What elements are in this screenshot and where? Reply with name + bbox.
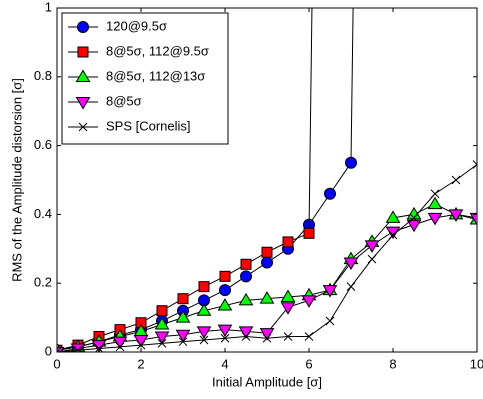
x-axis-label: Initial Amplitude [σ] [212,374,322,389]
marker [115,342,125,352]
x-tick-label: 2 [137,356,144,371]
legend-label: 120@9.5σ [106,18,167,33]
plot-content [57,8,477,352]
x-tick-label: 10 [470,356,483,371]
legend-marker [75,97,91,110]
marker [175,310,191,323]
marker [238,292,254,306]
legend-marker [77,21,89,33]
marker [325,316,335,326]
marker [133,334,149,348]
marker [259,291,275,304]
marker [219,270,231,282]
legend-label: 8@5σ [106,93,142,108]
legend-label: 8@5σ, 112@13σ [106,68,205,83]
marker [217,324,233,338]
marker [94,344,104,352]
marker [451,175,461,185]
marker [427,212,443,226]
marker [261,246,273,258]
marker [154,331,170,345]
marker [430,189,440,199]
marker [322,285,338,298]
x-tick-label: 0 [53,356,60,371]
x-tick-label: 6 [305,356,312,371]
y-tick-label: 0 [45,343,52,358]
marker [240,258,252,270]
marker [241,332,251,341]
marker [304,332,314,341]
legend-label: SPS [Cornelis] [106,118,191,133]
marker [303,227,315,239]
marker [157,339,167,348]
marker [409,213,419,223]
y-tick-label: 0.6 [34,137,52,152]
legend-marker [77,46,89,58]
y-tick-label: 0.8 [34,68,52,83]
legend-label: 8@5σ, 112@9.5σ [106,43,209,58]
marker [472,160,477,169]
marker [301,295,317,308]
marker [282,236,294,248]
marker [469,212,477,226]
marker [240,270,252,283]
marker [73,345,83,352]
marker [261,256,273,269]
marker [175,329,191,343]
marker [262,333,272,343]
marker [324,187,336,200]
marker [177,293,189,305]
marker [178,337,188,347]
marker [91,340,107,352]
marker [217,298,233,311]
x-tick-label: 4 [221,356,228,371]
marker [427,196,443,210]
marker [112,336,128,350]
marker [199,335,209,345]
marker [156,305,168,317]
marker [220,333,230,343]
x-tick-label: 8 [389,356,396,371]
legend-marker [78,122,88,132]
marker [196,326,212,339]
marker [364,240,380,253]
y-tick-label: 0.2 [34,275,52,290]
marker [280,302,296,315]
legend-box [61,12,229,145]
y-tick-label: 1 [45,0,52,14]
marker [154,316,170,330]
marker [448,209,464,222]
legend-marker [75,69,91,82]
marker [367,254,377,264]
marker [283,332,293,341]
marker [388,230,398,240]
marker [57,347,62,352]
marker [219,284,231,297]
y-axis-label: RMS of the Amplitude distorsion [σ] [9,78,24,282]
marker [406,219,422,233]
y-tick-label: 0.4 [34,206,52,221]
marker [259,328,275,341]
marker [136,340,146,350]
marker [346,282,356,291]
series-line [57,8,354,351]
marker [198,281,210,293]
marker [196,303,212,316]
marker [238,326,254,339]
marker [385,210,401,223]
marker [343,257,359,271]
marker [345,156,357,169]
marker [280,289,296,302]
